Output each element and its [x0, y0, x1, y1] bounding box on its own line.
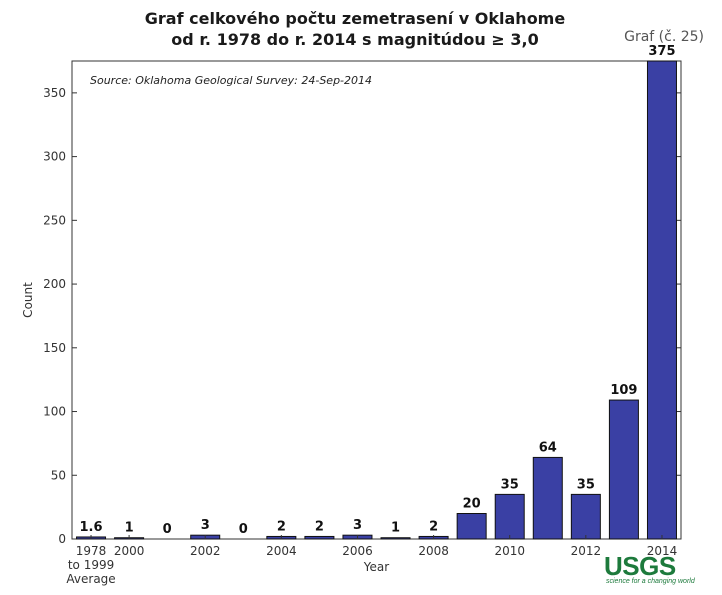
- bar-value-label: 2: [429, 519, 438, 534]
- y-tick-label: 100: [43, 405, 66, 419]
- x-tick-label: 2006: [342, 544, 373, 558]
- x-tick-label: 2012: [571, 544, 602, 558]
- bar-value-label: 1: [391, 521, 400, 536]
- bar-value-label: 109: [610, 383, 637, 398]
- chart-title: Graf celkového počtu zemetrasení v Oklah…: [110, 8, 600, 50]
- source-annotation: Source: Oklahoma Geological Survey: 24-S…: [90, 74, 372, 87]
- x-tick-label: to 1999: [68, 558, 114, 572]
- bar-value-label: 35: [577, 477, 595, 492]
- y-axis-label: Count: [21, 282, 35, 318]
- usgs-logo: USGS science for a changing world: [604, 551, 695, 587]
- x-tick-label: 2010: [494, 544, 525, 558]
- bar: [456, 513, 487, 540]
- y-tick-label: 0: [58, 532, 66, 546]
- y-tick-label: 250: [43, 213, 66, 227]
- y-tick-label: 200: [43, 277, 66, 291]
- bar: [570, 493, 601, 540]
- bar-value-label: 1: [125, 521, 134, 536]
- usgs-logo-tagline: science for a changing world: [606, 578, 695, 585]
- x-tick-label: 1978: [76, 544, 107, 558]
- bar-value-label: 64: [539, 440, 557, 455]
- bar: [608, 399, 639, 540]
- bar: [646, 60, 677, 540]
- bar-value-label: 2: [277, 519, 286, 534]
- bar-value-label: 35: [501, 477, 519, 492]
- x-tick-label: 2008: [418, 544, 449, 558]
- bar-value-label: 1.6: [80, 520, 103, 535]
- plot-frame: [71, 60, 682, 540]
- x-tick-label: 2002: [190, 544, 221, 558]
- bar: [532, 456, 563, 540]
- bar-value-label: 2: [315, 519, 324, 534]
- figure-label: Graf (č. 25): [624, 29, 704, 45]
- y-tick-label: 350: [43, 86, 66, 100]
- bar: [494, 493, 525, 540]
- x-tick-label: 2004: [266, 544, 297, 558]
- bar-value-label: 375: [648, 44, 675, 59]
- bar-value-label: 3: [201, 518, 210, 533]
- chart-title-line1: Graf celkového počtu zemetrasení v Oklah…: [144, 9, 566, 28]
- x-axis-label: Year: [363, 560, 389, 574]
- bar: [380, 537, 411, 540]
- y-tick-label: 50: [51, 468, 66, 482]
- bar: [304, 535, 335, 540]
- chart-title-line2: od r. 1978 do r. 2014 s magnitúdou ≥ 3,0: [171, 30, 539, 49]
- bar-value-label: 0: [163, 522, 172, 537]
- y-tick-label: 150: [43, 341, 66, 355]
- x-tick-label: Average: [66, 572, 115, 586]
- x-tick-label: 2000: [114, 544, 145, 558]
- x-tick-label: 2014: [647, 544, 678, 558]
- bar-value-label: 20: [463, 497, 481, 512]
- y-tick-label: 300: [43, 150, 66, 164]
- bar-value-label: 3: [353, 518, 362, 533]
- usgs-logo-text: USGS: [604, 551, 676, 581]
- bar-value-label: 0: [239, 522, 248, 537]
